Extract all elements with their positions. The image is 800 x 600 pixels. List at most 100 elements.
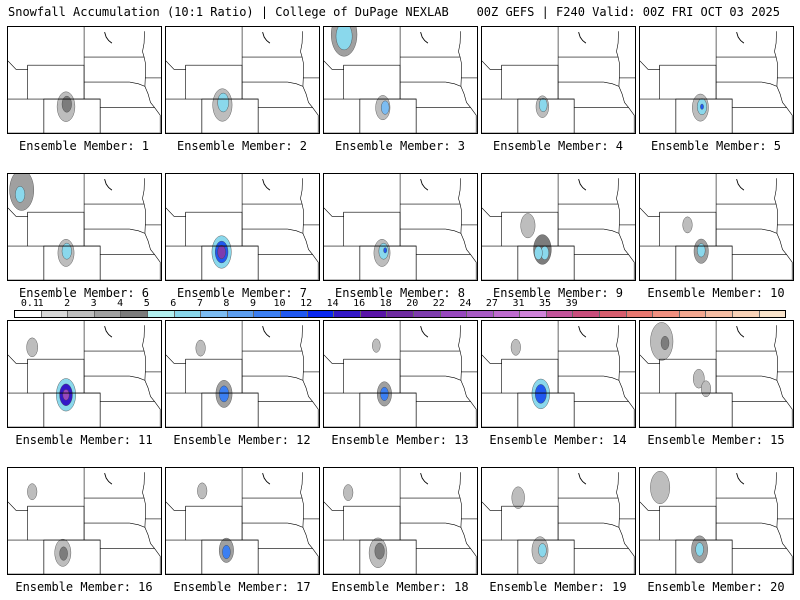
member-map-svg (324, 174, 477, 280)
member-map-9 (481, 173, 636, 281)
member-caption: Ensemble Member: 8 (334, 286, 466, 300)
snowfall-blob (650, 471, 671, 504)
river-line (104, 472, 113, 485)
snowfall-blob (219, 385, 230, 403)
state-boundary (470, 548, 477, 574)
snowfall-blob (700, 103, 704, 110)
snowfall-blob (374, 542, 385, 560)
state-boundary (312, 401, 319, 427)
state-boundary (8, 501, 28, 511)
colorbar-tick-label: 31 (512, 298, 525, 309)
colorbar-tick-label: 16 (353, 298, 366, 309)
member-map-4 (481, 26, 636, 134)
state-boundary (445, 81, 471, 108)
colorbar-tick-label: 8 (223, 298, 230, 309)
colorbar-swatch (120, 311, 147, 317)
snowfall-blob (15, 186, 26, 203)
state-boundary (458, 31, 462, 87)
state-boundary (166, 60, 186, 70)
snowfall-blob (660, 335, 670, 351)
state-boundary (343, 505, 401, 541)
snowfall-blob (222, 544, 231, 559)
river-line (420, 178, 429, 191)
member-map-19 (481, 467, 636, 575)
snowfall-blob (61, 242, 72, 260)
state-boundary (343, 64, 401, 100)
state-boundary (129, 228, 155, 255)
state-boundary (482, 501, 502, 511)
state-boundary (482, 60, 502, 70)
state-boundary (558, 539, 629, 549)
colorbar-tick-label: 5 (143, 298, 150, 309)
colorbar-tick-label: 35 (538, 298, 552, 309)
colorbar-swatch (279, 311, 307, 317)
river-line (104, 325, 113, 338)
snowfall-blob (26, 337, 39, 357)
colorbar-swatch (15, 311, 41, 317)
river-line (578, 178, 587, 191)
state-boundary (501, 358, 559, 394)
state-boundary (287, 522, 313, 549)
river-line (262, 472, 271, 485)
state-boundary (616, 325, 620, 381)
member-map-14 (481, 320, 636, 428)
state-boundary (154, 107, 161, 133)
snowfall-blob (383, 247, 388, 254)
member-caption: Ensemble Member: 10 (647, 286, 785, 300)
colorbar-tick-label: 22 (432, 298, 445, 309)
colorbar-swatch (625, 311, 653, 317)
state-boundary (786, 548, 793, 574)
colorbar-swatch (359, 311, 387, 317)
river-line (578, 325, 587, 338)
snowfall-blob (195, 339, 206, 357)
state-boundary (458, 178, 462, 234)
state-boundary (8, 354, 28, 364)
state-boundary (628, 401, 635, 427)
state-boundary (84, 392, 155, 402)
member-caption: Ensemble Member: 14 (489, 433, 627, 447)
state-boundary (166, 501, 186, 511)
state-boundary (628, 107, 635, 133)
state-boundary (558, 392, 629, 402)
state-boundary (84, 98, 155, 108)
colorbar-tick-label: 7 (196, 298, 203, 309)
snowfall-blob (61, 95, 72, 113)
member-map-svg (640, 174, 793, 280)
member-caption: Ensemble Member: 7 (176, 286, 308, 300)
member-caption: Ensemble Member: 6 (18, 286, 150, 300)
state-boundary (482, 354, 502, 364)
snowfall-blob (372, 338, 381, 353)
state-boundary (324, 207, 344, 217)
colorbar-swatch (306, 311, 334, 317)
state-boundary (142, 472, 146, 528)
state-boundary (324, 501, 344, 511)
member-map-8 (323, 173, 478, 281)
state-boundary (129, 522, 155, 549)
colorbar-swatch (200, 311, 227, 317)
colorbar-swatch (599, 311, 626, 317)
colorbar-swatch (678, 311, 706, 317)
state-boundary (558, 98, 629, 108)
colorbar-swatch (226, 311, 254, 317)
state-boundary (129, 375, 155, 402)
snowfall-blob (539, 97, 548, 112)
member-map-svg (166, 174, 319, 280)
colorbar-swatch (439, 311, 467, 317)
colorbar-swatch (173, 311, 201, 317)
member-map-1 (7, 26, 162, 134)
state-boundary (154, 548, 161, 574)
member-map-svg (8, 27, 161, 133)
state-boundary (287, 81, 313, 108)
state-boundary (470, 107, 477, 133)
member-map-15 (639, 320, 794, 428)
member-map-svg (640, 468, 793, 574)
member-map-svg (324, 27, 477, 133)
snowfall-blob (62, 389, 70, 401)
colorbar-swatch (492, 311, 520, 317)
state-boundary (27, 505, 85, 541)
state-boundary (242, 539, 313, 549)
member-caption: Ensemble Member: 17 (173, 580, 311, 594)
state-boundary (445, 228, 471, 255)
state-boundary (659, 505, 717, 541)
member-map-svg (166, 321, 319, 427)
